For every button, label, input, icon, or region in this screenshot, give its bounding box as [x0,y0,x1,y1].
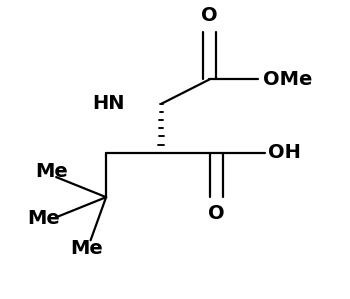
Text: HN: HN [92,94,125,113]
Text: O: O [201,6,218,25]
Text: O: O [208,204,225,223]
Text: OH: OH [268,143,301,162]
Text: Me: Me [70,239,103,258]
Text: Me: Me [27,209,60,228]
Text: Me: Me [35,162,68,181]
Text: OMe: OMe [263,70,312,89]
